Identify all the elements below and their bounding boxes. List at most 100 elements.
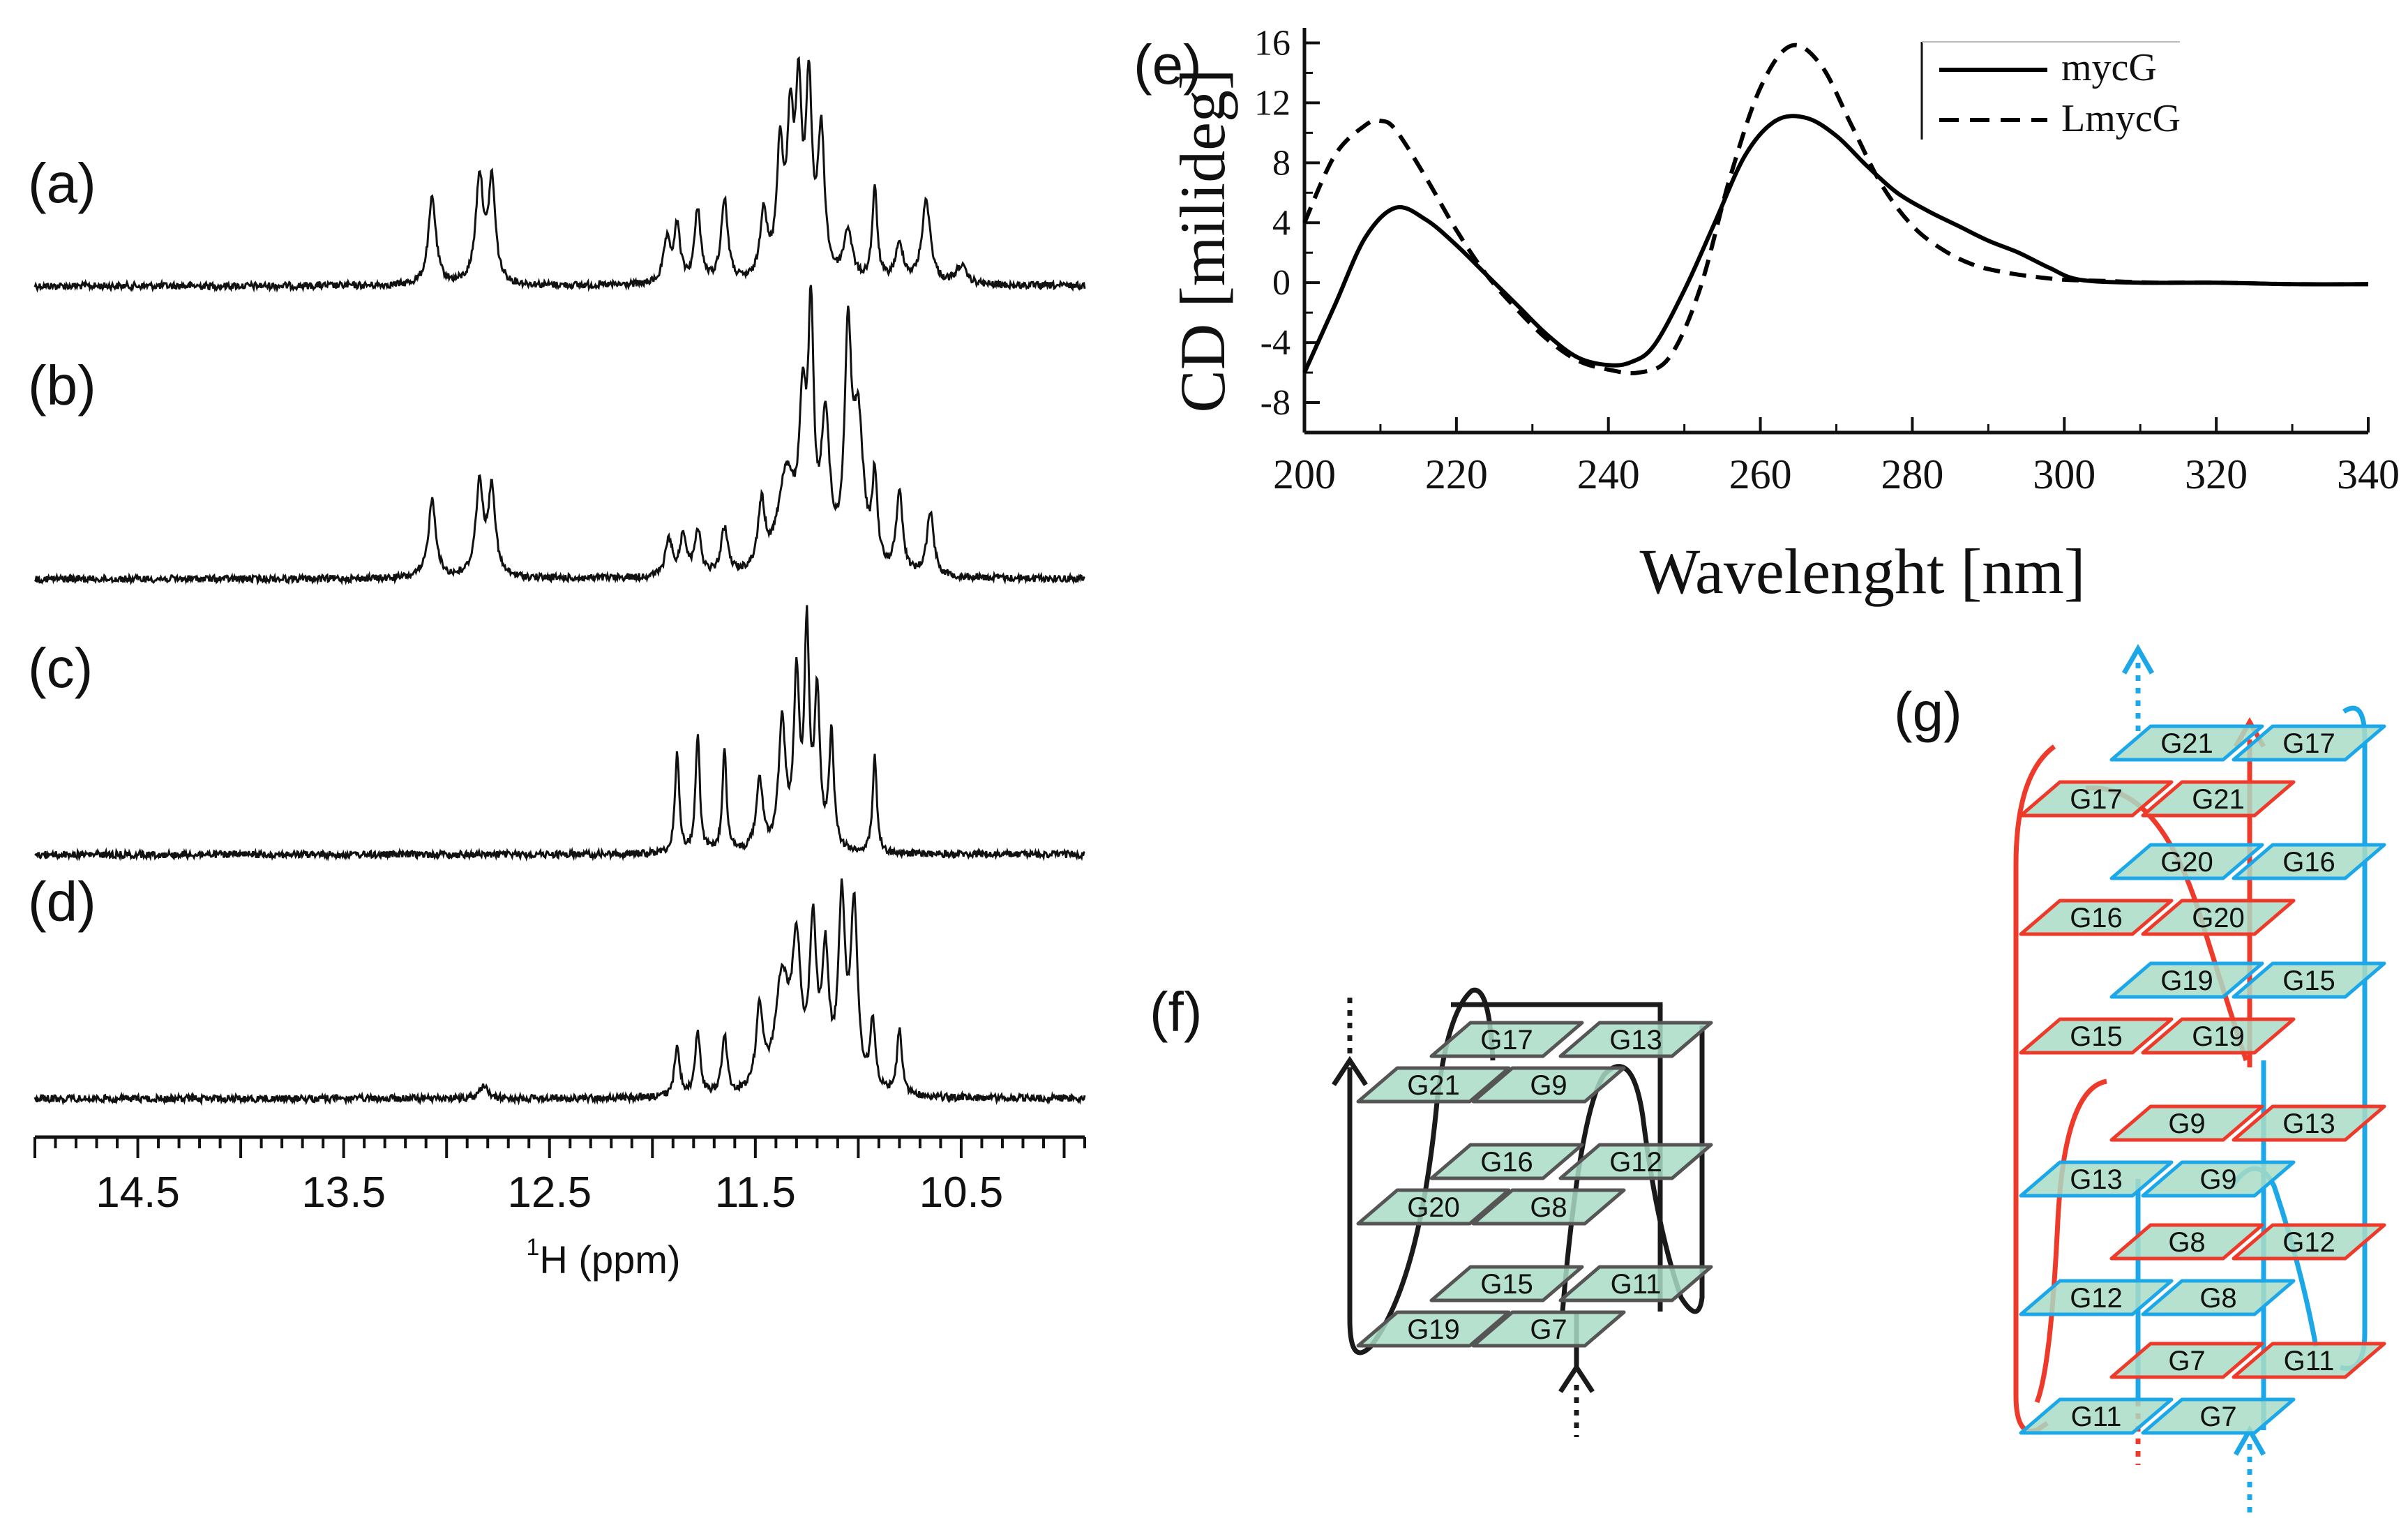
- g-blue-arrow-top-head: [2121, 643, 2155, 675]
- g-quartet-tile: [2019, 1279, 2174, 1316]
- g-quartet-label: G16: [1480, 1147, 1533, 1178]
- g-quartet-tile: [2109, 961, 2264, 999]
- f-block: G16: [1429, 1143, 1584, 1180]
- g-quartet-tile: [2141, 1279, 2296, 1316]
- cd-series-LmycG: [1302, 43, 2369, 376]
- g-quartet-label: G7: [2199, 1402, 2236, 1432]
- g-quartet-label: G19: [1407, 1314, 1460, 1345]
- f-loop-left: [1347, 987, 1496, 1355]
- cd-x-tick-label: 220: [1425, 451, 1488, 497]
- g-quartet-tile: [1356, 1310, 1511, 1348]
- f-block: G15: [1429, 1265, 1584, 1302]
- panel-label-f: (f): [1150, 981, 1203, 1043]
- g-quartet-label: G17: [2070, 784, 2123, 815]
- g-block: G12: [2019, 1279, 2174, 1316]
- g-quartet-label: G9: [2168, 1109, 2205, 1139]
- g-block: G16: [2232, 843, 2386, 880]
- nmr-tick-label: 11.5: [715, 1169, 796, 1217]
- g-quartet-label: G8: [2199, 1283, 2236, 1314]
- g-block: G11: [2232, 1342, 2386, 1379]
- g-quartet-label: G16: [2070, 903, 2123, 933]
- g-block: G8: [2109, 1223, 2264, 1261]
- f-loop-back: [1451, 1002, 1663, 1312]
- g-block: G9: [2141, 1160, 2296, 1198]
- cd-x-tick-label: 280: [1881, 451, 1943, 497]
- g-block: G7: [2109, 1342, 2264, 1379]
- panel-label-c: (c): [28, 637, 93, 699]
- nmr-x-axis: 14.5 13.5 12.5 11.5 10.5: [33, 1135, 1086, 1217]
- g-block: G15: [2019, 1017, 2174, 1055]
- diagram-f-blocks: G17 G13 G21 G9 G16 G12 G20 G8 G15 G11 G19 G7: [1356, 1021, 1713, 1348]
- g-quartet-label: G11: [1611, 1269, 1662, 1300]
- cd-series-mycG: [1302, 114, 2369, 374]
- g-quartet-tile: [1471, 1310, 1626, 1348]
- g-quartet-label: G7: [1530, 1314, 1567, 1345]
- nmr-x-axis-label: 1H (ppm): [526, 1234, 680, 1282]
- nmr-tick-label: 14.5: [96, 1169, 180, 1217]
- nmr-x-axis-label-text: H (ppm): [539, 1238, 680, 1282]
- cd-x-tick-label: 300: [2033, 451, 2095, 497]
- g-quartet-tile: [2141, 1160, 2296, 1198]
- g-quartet-label: G11: [2284, 1346, 2335, 1376]
- g-quartet-label: G12: [2282, 1227, 2335, 1258]
- nmr-panel: (a) (b) (c) (d) 14.5 13.5 12.5 11.5 10.5 1H …: [28, 56, 1086, 1282]
- cd-x-axis-label: Wavelenght [nm]: [1640, 536, 2086, 607]
- g-quartet-label: G20: [2192, 903, 2245, 933]
- g-block: G7: [2141, 1397, 2296, 1435]
- g-block: G13: [2232, 1104, 2386, 1142]
- g-quartet-label: G12: [1609, 1147, 1662, 1178]
- g-quartet-tile: [2141, 1397, 2296, 1435]
- g-block: G17: [2019, 780, 2174, 818]
- g-red-loop-lower: [2034, 1079, 2107, 1404]
- g-quartet-label: G9: [1530, 1070, 1567, 1101]
- g-quartet-label: G20: [1407, 1192, 1460, 1223]
- f-block: G19: [1356, 1310, 1511, 1348]
- nmr-trace-b: [33, 285, 1085, 586]
- legend-label-LmycG: LmycG: [2061, 97, 2181, 140]
- g-quartet-tile: [1429, 1143, 1584, 1180]
- cd-legend: mycG LmycG: [1920, 41, 2181, 140]
- cd-x-tick-label: 240: [1577, 451, 1640, 497]
- g-blue-frame: [2340, 705, 2368, 1371]
- f-block: G21: [1356, 1066, 1511, 1104]
- g-quartet-tile: [1471, 1066, 1626, 1104]
- nmr-tick-label: 12.5: [507, 1169, 592, 1217]
- diagram-g-blue-strand: [2121, 643, 2368, 1514]
- g-quartet-tile: [1356, 1188, 1511, 1226]
- f-arrow-up-left-head: [1332, 1056, 1368, 1086]
- g-quartet-label: G15: [2282, 966, 2335, 996]
- g-quartet-tile: [1429, 1021, 1584, 1058]
- g-quartet-tile: [2141, 780, 2296, 818]
- g-quartet-tile: [2019, 1017, 2174, 1055]
- g-quartet-tile: [2232, 961, 2386, 999]
- g-quartet-label: G21: [2160, 728, 2213, 759]
- f-block: G11: [1558, 1265, 1713, 1302]
- g-block: G17: [2232, 724, 2386, 762]
- cd-x-tick-label: 320: [2185, 451, 2248, 497]
- f-block: G12: [1558, 1143, 1713, 1180]
- f-block: G17: [1429, 1021, 1584, 1058]
- g-block: G19: [2141, 1017, 2296, 1055]
- diagram-f-arrows: [1332, 998, 1595, 1437]
- f-block: G8: [1471, 1188, 1626, 1226]
- g-quartet-tile: [2141, 899, 2296, 936]
- cd-y-tick-label: -8: [1261, 383, 1290, 423]
- g-block: G9: [2109, 1104, 2264, 1142]
- cd-y-tick-label: 8: [1272, 143, 1290, 183]
- g-block: G16: [2019, 899, 2174, 936]
- cd-x-tick-label: 340: [2337, 451, 2400, 497]
- g-block: G19: [2109, 961, 2264, 999]
- g-quartet-tile: [1471, 1188, 1626, 1226]
- g-quartet-tile: [2232, 1223, 2386, 1261]
- g-block: G13: [2019, 1160, 2174, 1198]
- legend-label-mycG: mycG: [2061, 46, 2157, 89]
- g-quartet-label: G13: [2070, 1164, 2123, 1195]
- g-quartet-label: G11: [2071, 1402, 2122, 1432]
- cd-y-tick-label: 0: [1272, 263, 1290, 303]
- g-quartet-tile: [1429, 1265, 1584, 1302]
- nmr-traces: [33, 56, 1086, 1106]
- panel-label-d: (d): [28, 871, 96, 933]
- g-quartet-tile: [2019, 899, 2174, 936]
- nmr-tick-label: 13.5: [301, 1169, 386, 1217]
